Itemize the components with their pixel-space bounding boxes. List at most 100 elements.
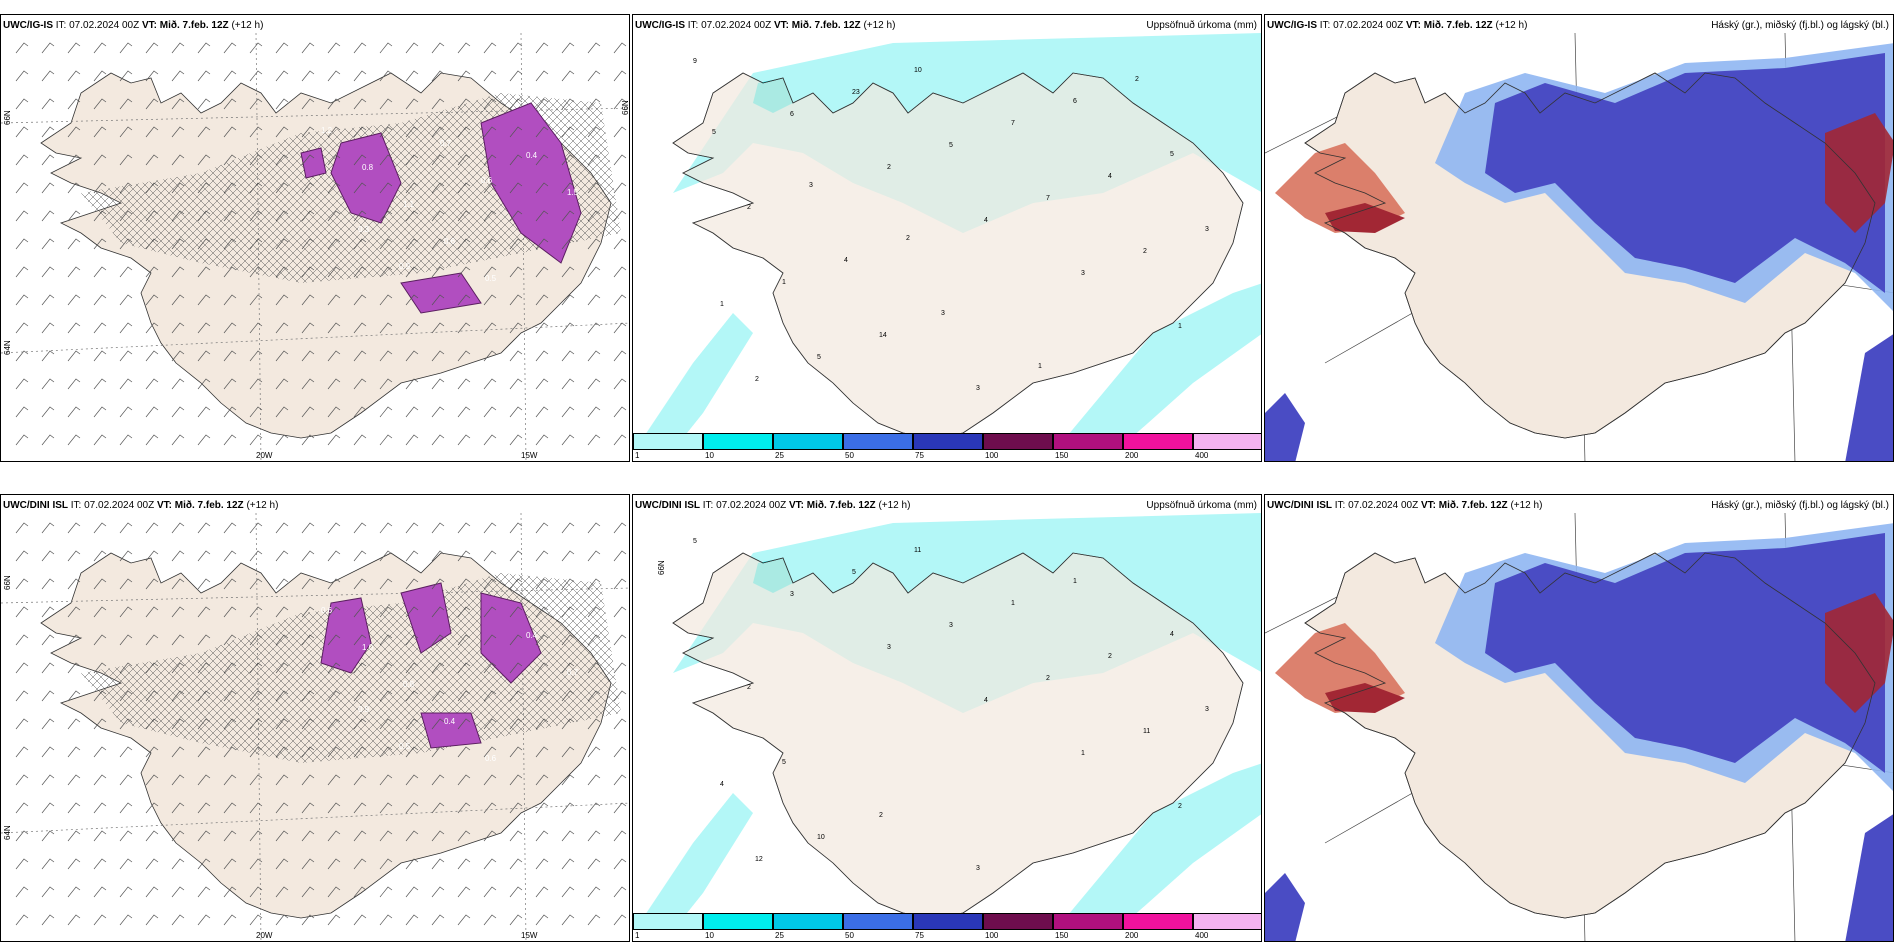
precip-value-label: 4	[844, 257, 848, 264]
wind-barb	[509, 662, 523, 674]
wind-barb	[561, 70, 575, 82]
wind-barb	[145, 606, 159, 618]
wind-barb	[119, 858, 133, 870]
wind-barb	[197, 830, 211, 842]
wind-barb	[587, 238, 601, 250]
wind-barb	[223, 98, 237, 110]
wind-barb	[249, 522, 263, 534]
wind-barb	[327, 350, 341, 362]
wind-barb	[561, 434, 575, 446]
wind-value-label: 0.5	[399, 742, 411, 751]
colorbar-segment	[633, 913, 703, 930]
wind-barb	[15, 210, 29, 222]
cloud-southwest	[1265, 393, 1305, 461]
wind-barb	[119, 662, 133, 674]
wind-barb	[353, 70, 367, 82]
wind-barb	[145, 42, 159, 54]
wind-barb	[353, 434, 367, 446]
wind-barb	[249, 634, 263, 646]
colorbar-tick-label: 100	[985, 451, 999, 460]
wind-value-label: 0.4	[444, 717, 456, 726]
wind-barb	[249, 578, 263, 590]
wind-barb	[457, 434, 471, 446]
wind-barb	[145, 210, 159, 222]
wind-barb	[379, 802, 393, 814]
wind-barb	[301, 294, 315, 306]
wind-barb	[67, 294, 81, 306]
wind-barb	[15, 126, 29, 138]
wind-barb	[67, 70, 81, 82]
wind-barb	[275, 662, 289, 674]
wind-barb	[171, 266, 185, 278]
wind-barb	[301, 774, 315, 786]
colorbar-segment	[1123, 913, 1193, 930]
turbulence-area	[480, 592, 542, 684]
wind-barb	[275, 378, 289, 390]
wind-barb	[327, 578, 341, 590]
wind-barb	[197, 662, 211, 674]
mid-cloud-area	[1485, 533, 1885, 773]
wind-barb	[301, 126, 315, 138]
wind-barb	[327, 914, 341, 926]
wind-barb	[405, 606, 419, 618]
wind-barb	[431, 238, 445, 250]
wind-barb	[379, 70, 393, 82]
wind-barb	[509, 522, 523, 534]
mid-cloud-area	[1485, 53, 1885, 293]
wind-barb	[483, 662, 497, 674]
wind-barb	[613, 802, 627, 814]
wind-barb	[431, 746, 445, 758]
wind-barb	[223, 182, 237, 194]
wind-barb	[457, 266, 471, 278]
wind-barb	[145, 98, 159, 110]
wind-barb	[483, 606, 497, 618]
colorbar-segment	[913, 913, 983, 930]
wind-barb	[509, 98, 523, 110]
wind-barb	[223, 42, 237, 54]
wind-barb	[353, 746, 367, 758]
wind-barb	[301, 522, 315, 534]
precip-colorbar: 1 10 25 50 75 100 150 200 400	[633, 913, 1261, 941]
wind-barb	[249, 266, 263, 278]
colorbar-tick-label: 400	[1195, 931, 1209, 940]
wind-barb	[15, 70, 29, 82]
lat-label-64n: 64N	[3, 825, 12, 840]
cloud-southeast	[1845, 334, 1893, 461]
wind-barb	[41, 634, 55, 646]
wind-barb	[171, 98, 185, 110]
precip-value-label: 1	[1011, 600, 1015, 607]
wind-barb	[405, 550, 419, 562]
turbulence-area	[300, 147, 327, 179]
wind-barb	[119, 690, 133, 702]
wind-barb	[535, 746, 549, 758]
lon-label-20w: 20W	[256, 451, 273, 460]
wind-barb	[301, 378, 315, 390]
precip-light-southeast	[1053, 283, 1261, 461]
wind-barb	[327, 802, 341, 814]
wind-barb	[15, 550, 29, 562]
wind-barb	[613, 690, 627, 702]
wind-barb	[379, 914, 393, 926]
wind-barb	[483, 578, 497, 590]
wind-barb	[223, 662, 237, 674]
wind-barb	[119, 266, 133, 278]
colorbar-tick-label: 200	[1125, 451, 1139, 460]
wind-barb	[613, 858, 627, 870]
precip-value-label: 4	[1170, 631, 1174, 638]
wind-barb	[379, 774, 393, 786]
colorbar-segment	[773, 433, 843, 450]
wind-barb	[405, 434, 419, 446]
precip-value-label: 3	[1205, 226, 1209, 233]
wind-barb	[275, 70, 289, 82]
wind-barb	[171, 434, 185, 446]
wind-barb	[613, 578, 627, 590]
wind-barb	[509, 42, 523, 54]
wind-barb	[171, 662, 185, 674]
wind-barb	[353, 522, 367, 534]
wind-barb	[249, 434, 263, 446]
wind-barb	[171, 886, 185, 898]
wind-barb	[301, 858, 315, 870]
wind-barb	[613, 350, 627, 362]
wind-barb	[197, 606, 211, 618]
colorbar-tick-label: 150	[1055, 931, 1069, 940]
